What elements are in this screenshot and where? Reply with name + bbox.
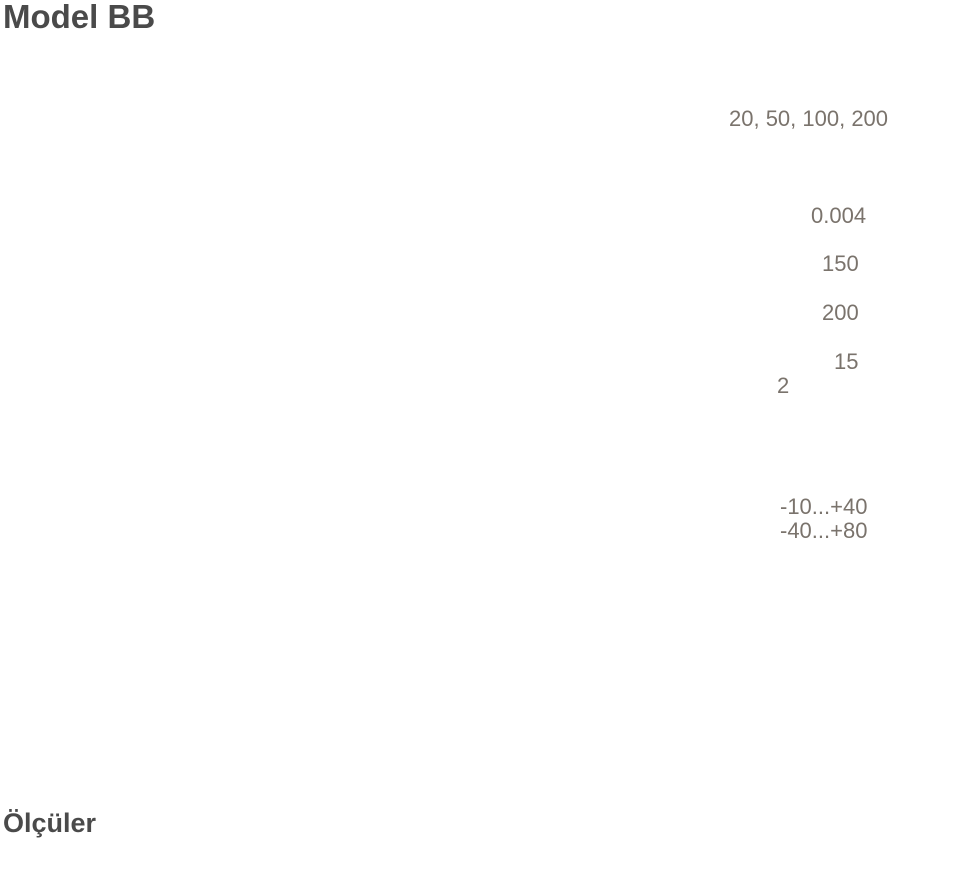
value-200: 200 [822, 300, 859, 326]
value-150: 150 [822, 251, 859, 277]
value-range-options: 20, 50, 100, 200 [729, 106, 888, 132]
value-15: 15 [834, 349, 858, 375]
value-2: 2 [777, 373, 789, 399]
section-heading-dimensions: Ölçüler [3, 808, 96, 839]
value-precision: 0.004 [811, 203, 866, 229]
page-title: Model BB [3, 0, 155, 36]
value-temp-storage: -40...+80 [780, 518, 867, 544]
value-temp-operating: -10...+40 [780, 494, 867, 520]
